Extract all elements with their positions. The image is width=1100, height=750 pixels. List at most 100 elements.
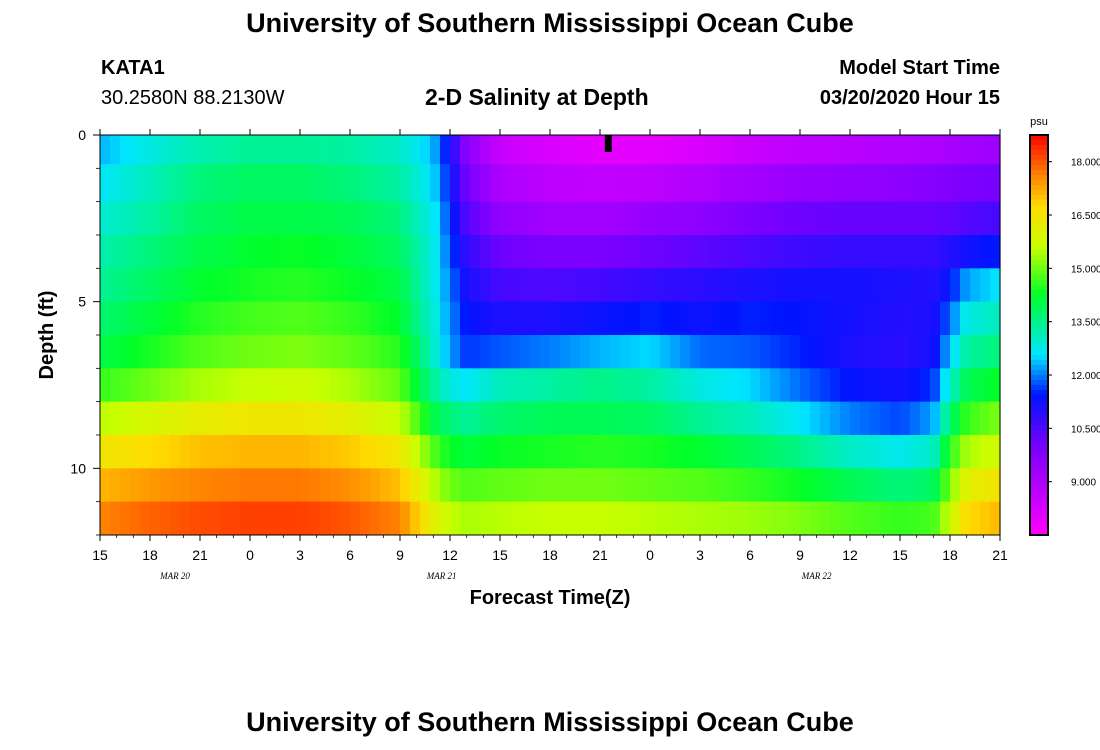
heatmap-cell [160, 301, 171, 336]
heatmap-cell [880, 268, 891, 303]
heatmap-cell [880, 201, 891, 236]
heatmap-cell [390, 135, 401, 165]
heatmap-cell [230, 235, 241, 269]
x-tick-label: 6 [346, 547, 354, 563]
heatmap-cell [970, 335, 981, 369]
heatmap-cell [460, 401, 471, 436]
heatmap-cell [680, 335, 691, 369]
heatmap-cell [960, 164, 971, 203]
heatmap-cell [630, 301, 641, 336]
heatmap-cell [990, 164, 1001, 203]
heatmap-cell [790, 368, 801, 403]
heatmap-cell [940, 468, 951, 503]
heatmap-cell [150, 401, 161, 436]
heatmap-cell [360, 501, 371, 536]
heatmap-cell [220, 201, 231, 236]
heatmap-cell [190, 135, 201, 165]
heatmap-cell [170, 135, 181, 165]
heatmap-cell [230, 268, 241, 303]
heatmap-cell [980, 468, 991, 503]
colorbar-swatch [1030, 150, 1048, 156]
heatmap-cell [320, 268, 331, 303]
heatmap-cell [850, 368, 861, 403]
heatmap-cell [120, 301, 131, 336]
heatmap-cell [390, 335, 401, 369]
heatmap-cell [670, 301, 681, 336]
colorbar-swatch [1030, 405, 1048, 411]
heatmap-cell [350, 368, 361, 403]
heatmap-cell [420, 335, 431, 369]
heatmap-cell [280, 135, 291, 165]
heatmap-cell [860, 201, 871, 236]
heatmap-cell [660, 501, 671, 536]
heatmap-cell [490, 268, 501, 303]
heatmap-cell [740, 235, 751, 269]
colorbar-tick-label: 15.000 [1071, 264, 1100, 275]
heatmap-cell [400, 301, 411, 336]
heatmap-cell [170, 501, 181, 536]
heatmap-cell [380, 435, 391, 469]
heatmap-cell [620, 164, 631, 203]
heatmap-cell [230, 164, 241, 203]
heatmap-cell [380, 501, 391, 536]
heatmap-cell [350, 501, 361, 536]
heatmap-cell [970, 368, 981, 403]
heatmap-cell [900, 368, 911, 403]
heatmap-cell [570, 435, 581, 469]
station-coordinates: 30.2580N 88.2130W [101, 87, 285, 109]
colorbar-swatch [1030, 360, 1048, 366]
heatmap-cell [250, 235, 261, 269]
heatmap-cell [540, 301, 551, 336]
heatmap-cell [680, 164, 691, 203]
heatmap-cell [340, 335, 351, 369]
heatmap-cell [280, 435, 291, 469]
heatmap-cell [420, 468, 431, 503]
heatmap-cell [480, 335, 491, 369]
heatmap-cell [660, 235, 671, 269]
heatmap-cell [470, 368, 481, 403]
colorbar-swatch [1030, 295, 1048, 301]
heatmap-cell [560, 235, 571, 269]
heatmap-cell [190, 335, 201, 369]
heatmap-cell [250, 435, 261, 469]
heatmap-cell [330, 301, 341, 336]
heatmap-cell [640, 468, 651, 503]
heatmap-cell [590, 335, 601, 369]
heatmap-cell [960, 268, 971, 303]
heatmap-cell [100, 335, 111, 369]
heatmap-cell [150, 301, 161, 336]
colorbar-swatch [1030, 470, 1048, 476]
heatmap-cell [460, 468, 471, 503]
heatmap-cell [670, 164, 681, 203]
heatmap-cell [250, 301, 261, 336]
heatmap-cell [620, 401, 631, 436]
colorbar-swatch [1030, 410, 1048, 416]
heatmap-cell [880, 435, 891, 469]
heatmap-cell [690, 468, 701, 503]
heatmap-cell [760, 501, 771, 536]
colorbar-swatch [1030, 155, 1048, 161]
heatmap-cell [180, 235, 191, 269]
heatmap-cell [770, 468, 781, 503]
heatmap-cell [990, 235, 1001, 269]
heatmap-cell [690, 135, 701, 165]
heatmap-cell [380, 135, 391, 165]
heatmap-cell [820, 235, 831, 269]
heatmap-cell [930, 435, 941, 469]
colorbar-swatch [1030, 510, 1048, 516]
heatmap-cell [110, 501, 121, 536]
heatmap-cell [950, 164, 961, 203]
heatmap-cell [270, 301, 281, 336]
heatmap-cell [500, 335, 511, 369]
heatmap-cell [920, 301, 931, 336]
heatmap-cell [270, 201, 281, 236]
heatmap-cell [630, 235, 641, 269]
heatmap-cell [910, 368, 921, 403]
heatmap-cell [450, 301, 461, 336]
heatmap-cell [160, 235, 171, 269]
heatmap-cell [800, 501, 811, 536]
heatmap-cell [540, 468, 551, 503]
heatmap-cell [320, 164, 331, 203]
heatmap-cell [880, 164, 891, 203]
heatmap-cell [330, 468, 341, 503]
